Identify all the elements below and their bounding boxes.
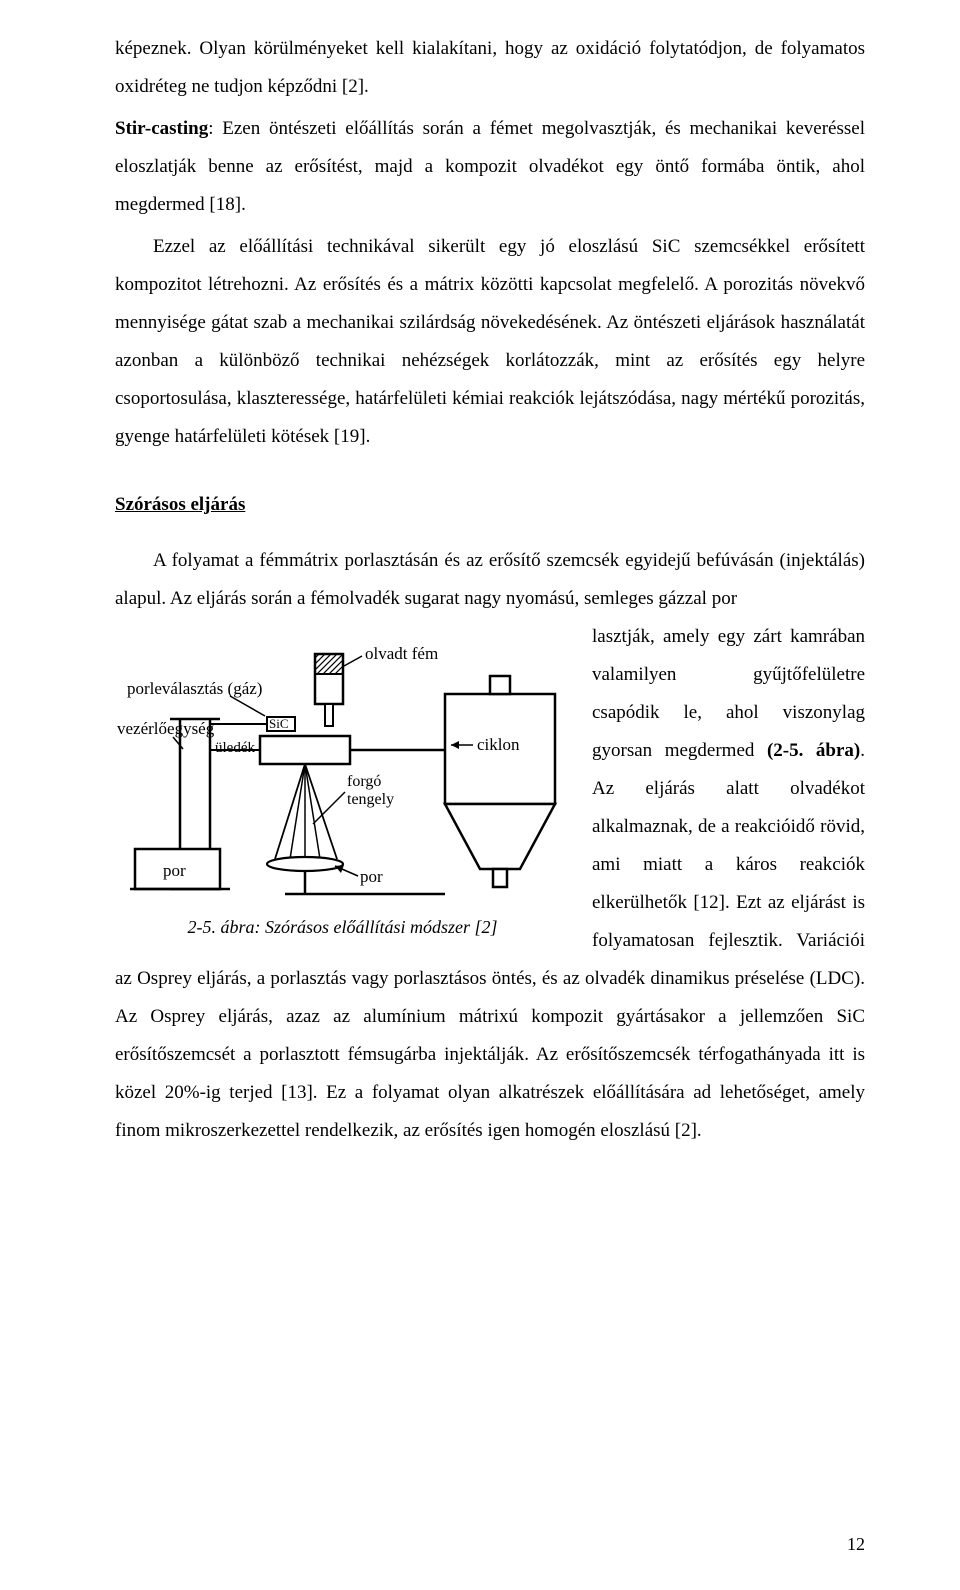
page: képeznek. Olyan körülményeket kell kiala… — [0, 0, 960, 1590]
label-por-right: por — [360, 867, 383, 886]
label-por-left: por — [163, 861, 186, 880]
spray-fig-ref: (2-5. ábra) — [767, 740, 860, 761]
section-heading: Szórásos eljárás — [115, 486, 865, 524]
label-sic: SiC — [269, 716, 289, 731]
label-ciklon: ciklon — [477, 735, 520, 754]
label-forgotengely-2: tengely — [347, 791, 394, 808]
label-vezerloegyseg: vezérlőegység — [117, 719, 215, 738]
paragraph-1: képeznek. Olyan körülményeket kell kiala… — [115, 30, 865, 106]
paragraph-2-body: : Ezen öntészeti előállítás során a féme… — [115, 118, 865, 215]
figure-2-5: ciklon olvadt fém SiC porleválaszt — [115, 624, 570, 940]
atomizer — [210, 736, 445, 894]
label-forgotengely-1: forgó — [347, 773, 381, 790]
label-olvadtfem: olvadt fém — [365, 644, 438, 663]
stir-casting-term: Stir-casting — [115, 118, 208, 139]
label-uledek: üledék — [215, 740, 255, 756]
cyclone-shape — [445, 676, 555, 887]
paragraph-3: Ezzel az előállítási technikával sikerül… — [115, 228, 865, 456]
spray-diagram-svg: ciklon olvadt fém SiC porleválaszt — [115, 624, 570, 909]
paragraph-2: Stir-casting: Ezen öntészeti előállítás … — [115, 110, 865, 224]
label-porlevalasztas: porleválasztás (gáz) — [127, 679, 262, 698]
spray-intro-text: A folyamat a fémmátrix porlasztásán és a… — [115, 550, 865, 609]
crucible — [315, 654, 343, 726]
page-number: 12 — [847, 1526, 865, 1562]
spray-intro: A folyamat a fémmátrix porlasztásán és a… — [115, 542, 865, 618]
figure-caption: 2-5. ábra: Szórásos előállítási módszer … — [115, 915, 570, 940]
